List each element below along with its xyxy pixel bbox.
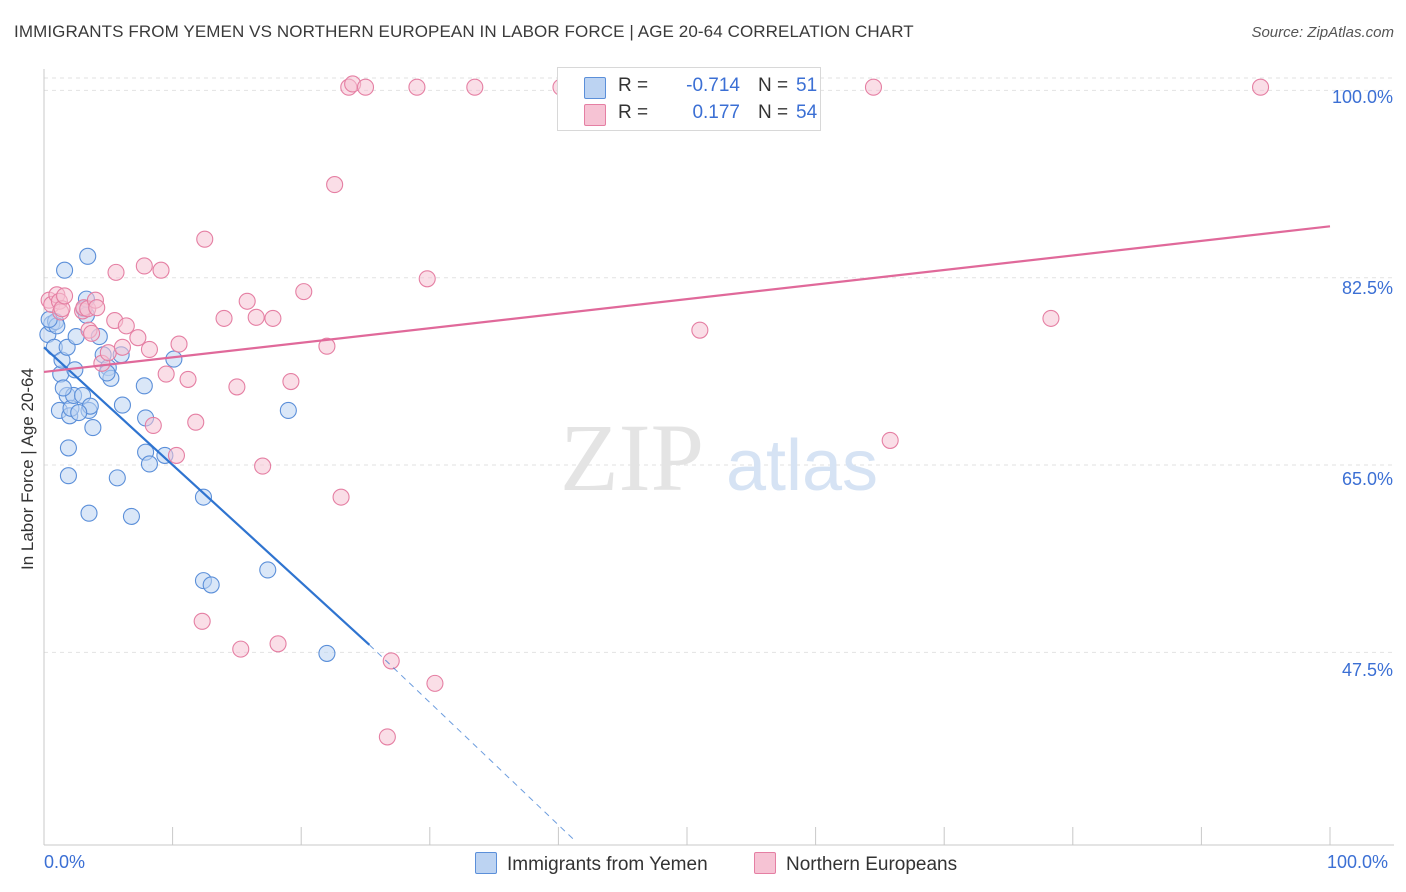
point-northern [466,78,484,96]
point-northern [113,338,131,356]
point-northern [408,78,426,96]
point-northern [418,270,436,288]
trend-line-yemen [43,346,371,646]
point-yemen [84,419,102,437]
y-tick-label-65: 65.0% [1341,469,1393,489]
watermark: ZIP atlas [560,404,878,511]
point-northern [247,308,265,326]
point-northern [378,728,396,746]
bottom-legend-label-yemen: Immigrants from Yemen [507,854,708,875]
point-northern [152,261,170,279]
x-tick-label-max: 100.0% [1327,852,1389,872]
watermark-atlas: atlas [726,426,878,506]
point-yemen [279,401,297,419]
point-northern [264,309,282,327]
point-yemen [80,504,98,522]
point-yemen [318,644,336,662]
gridlines [44,77,1394,653]
point-northern [356,78,375,96]
point-yemen [113,396,131,414]
point-yemen [135,377,153,395]
point-yemen [70,404,88,422]
legend-r-value-northern: 0.177 [692,102,740,123]
point-northern [1252,78,1270,96]
legend-n-value-northern: 54 [796,102,818,123]
point-northern [88,299,106,317]
bottom-legend-northern: Northern Europeans [754,852,957,876]
axes [43,69,1394,846]
y-tick-label-82-5: 82.5% [1341,278,1393,298]
point-northern [332,488,350,506]
bottom-legend-yemen: Immigrants from Yemen [475,852,708,876]
point-northern [157,365,175,383]
point-northern [140,340,159,358]
point-yemen [108,469,126,487]
legend-n-label: N = [758,102,789,123]
point-northern [881,431,899,449]
point-yemen [79,247,97,265]
data-points [39,75,1270,746]
point-northern [282,372,300,391]
point-yemen [202,576,220,594]
point-northern [179,370,197,388]
point-yemen [54,379,72,397]
legend-n-label: N = [758,75,789,96]
point-northern [228,378,246,396]
point-northern [426,674,444,692]
y-tick-label-100: 100.0% [1331,87,1393,107]
trend-line-northern [43,225,1331,374]
chart-title: IMMIGRANTS FROM YEMEN VS NORTHERN EUROPE… [14,22,914,41]
point-northern [129,329,147,347]
legend-r-label: R = [618,75,649,96]
point-northern [232,640,250,658]
point-northern [107,263,125,281]
point-northern [56,287,74,305]
bottom-legend-label-northern: Northern Europeans [786,854,958,875]
y-tick-label-47-5: 47.5% [1341,660,1393,680]
legend-n-value-yemen: 51 [796,75,818,96]
bottom-legend-swatch-northern [754,852,776,874]
point-yemen [140,455,159,473]
point-northern [215,309,233,327]
point-northern [1042,309,1060,327]
legend-swatch-yemen [584,77,606,99]
legend-r-value-yemen: -0.714 [686,75,740,96]
point-northern [196,230,214,248]
point-northern [269,635,287,653]
point-yemen [194,488,213,506]
point-yemen [122,507,140,525]
point-northern [318,337,336,355]
point-northern [167,446,186,464]
point-northern [691,321,709,339]
point-yemen [259,561,277,579]
correlation-legend: R = -0.714 N = 51 R = 0.177 N = 54 [557,67,821,131]
point-yemen [59,467,77,485]
x-tick-label-min: 0.0% [44,852,86,872]
legend-swatch-northern [584,104,606,126]
trend-line-yemen-extension [369,644,575,841]
trend-lines [43,225,1331,841]
point-northern [135,257,153,275]
legend-r-label: R = [618,102,649,123]
point-northern [83,324,101,342]
point-northern [193,612,211,630]
point-northern [864,78,883,96]
point-northern [326,176,344,194]
bottom-legend-swatch-yemen [475,852,497,874]
point-northern [170,335,188,353]
point-northern [238,292,256,310]
point-yemen [59,439,77,457]
point-yemen [165,350,183,368]
watermark-zip: ZIP [560,404,704,511]
chart-source: Source: ZipAtlas.com [1251,24,1394,41]
point-northern [295,283,313,301]
point-northern [117,317,135,335]
point-yemen [56,261,74,279]
point-northern [254,457,272,475]
point-northern [382,652,400,670]
point-northern [187,413,205,431]
point-northern [144,416,162,434]
